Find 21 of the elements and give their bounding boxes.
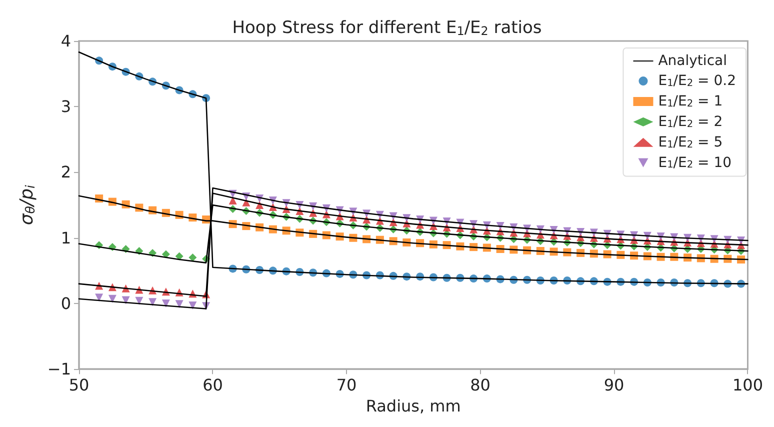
x-tick-label: 50 bbox=[68, 376, 90, 395]
x-tick-label: 80 bbox=[470, 376, 490, 395]
x-tick-label: 60 bbox=[202, 376, 223, 395]
legend-label: E1/E2 = 5 bbox=[658, 134, 723, 150]
y-tick-label: 1 bbox=[60, 228, 71, 248]
legend-label: Analytical bbox=[658, 53, 727, 69]
legend-label: E1/E2 = 10 bbox=[658, 154, 732, 171]
y-tick-label: 4 bbox=[60, 32, 71, 50]
y-tick-label: 2 bbox=[60, 162, 71, 182]
x-tick-label: 100 bbox=[732, 376, 764, 395]
legend-label: E1/E2 = 1 bbox=[658, 93, 723, 110]
x-axis-title: Radius, mm bbox=[366, 396, 461, 416]
y-axis-title: σθ/pi bbox=[16, 184, 38, 226]
x-tick-label: 90 bbox=[604, 376, 624, 395]
y-tick-label: 0 bbox=[60, 294, 71, 313]
chart-title: Hoop Stress for different E1/E2 ratios bbox=[232, 18, 542, 38]
y-tick-label: 3 bbox=[60, 97, 71, 116]
legend-label: E1/E2 = 0.2 bbox=[658, 73, 736, 89]
x-tick-label: 70 bbox=[336, 376, 357, 395]
legend-label: E1/E2 = 2 bbox=[658, 114, 723, 130]
y-tick-label: −1 bbox=[47, 360, 71, 379]
